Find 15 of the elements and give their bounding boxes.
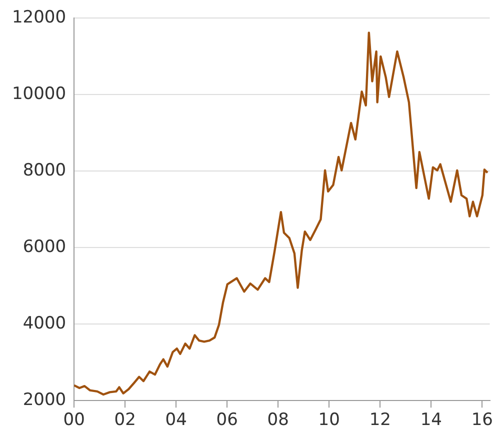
x-tick-label: 02 xyxy=(114,410,136,430)
x-tick-label: 12 xyxy=(369,410,391,430)
y-tick-label: 12000 xyxy=(12,8,66,28)
x-tick-label: 08 xyxy=(267,410,289,430)
y-tick-label: 6000 xyxy=(22,237,66,258)
y-tick-label: 10000 xyxy=(12,84,66,104)
x-tick-label: 10 xyxy=(318,410,340,430)
x-tick-label: 14 xyxy=(420,410,442,430)
x-tick-label: 16 xyxy=(471,410,493,430)
x-tick-label: 04 xyxy=(165,410,187,430)
x-tick-label: 06 xyxy=(216,410,238,430)
y-tick-label: 4000 xyxy=(22,314,66,334)
y-tick-label: 8000 xyxy=(22,160,66,181)
x-tick-label: 00 xyxy=(63,410,85,430)
y-tick-label: 2000 xyxy=(22,390,66,410)
